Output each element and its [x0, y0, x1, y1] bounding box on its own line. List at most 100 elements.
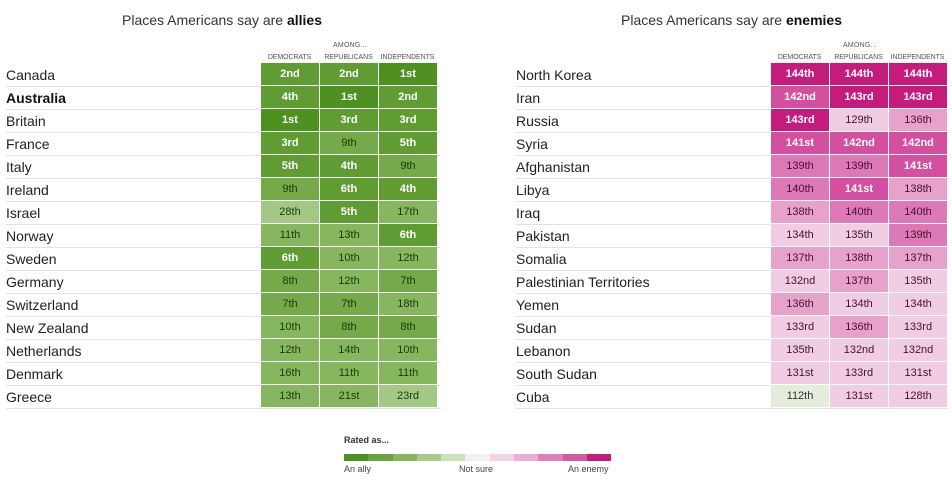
allies-rank-cell: 9th — [260, 178, 319, 200]
legend-swatch — [344, 454, 369, 461]
allies-column-header-independents: INDEPENDENTS — [380, 54, 435, 61]
allies-country-name: Australia — [6, 90, 66, 106]
enemies-group-label: AMONG... — [843, 42, 877, 49]
enemies-rank-cell: 144th — [888, 63, 947, 85]
allies-rank-cell: 21st — [319, 385, 378, 407]
allies-country-name: Israel — [6, 205, 41, 221]
enemies-country-name: Iraq — [516, 205, 541, 221]
legend-swatch — [441, 454, 466, 461]
allies-rank-cell: 11th — [319, 362, 378, 384]
enemies-table-row: Syria 141st 142nd 142nd — [516, 132, 948, 156]
enemies-rank-cell: 112th — [770, 385, 829, 407]
enemies-rank-cell: 143rd — [770, 109, 829, 131]
allies-table-row: Sweden 6th 10th 12th — [6, 247, 441, 271]
allies-rank-cell: 5th — [378, 132, 437, 154]
enemies-table-row: Somalia 137th 138th 137th — [516, 247, 948, 271]
allies-table-row: Netherlands 12th 14th 10th — [6, 339, 441, 363]
allies-rank-cell: 17th — [378, 201, 437, 223]
enemies-rank-cell: 133rd — [829, 362, 888, 384]
allies-table-row: Ireland 9th 6th 4th — [6, 178, 441, 202]
allies-rank-cell: 11th — [260, 224, 319, 246]
enemies-rank-cell: 136th — [888, 109, 947, 131]
enemies-rank-cell: 136th — [770, 293, 829, 315]
allies-rank-cell: 6th — [378, 224, 437, 246]
enemies-rank-cell: 132nd — [770, 270, 829, 292]
allies-rank-cell: 5th — [260, 155, 319, 177]
enemies-table-row: Afghanistan 139th 139th 141st — [516, 155, 948, 179]
enemies-rank-cell: 139th — [888, 224, 947, 246]
enemies-table-row: Pakistan 134th 135th 139th — [516, 224, 948, 248]
enemies-country-name: Russia — [516, 113, 559, 129]
enemies-column-header-democrats: DEMOCRATS — [777, 54, 822, 61]
allies-table-row: Australia 4th 1st 2nd — [6, 86, 441, 110]
allies-rank-cell: 3rd — [319, 109, 378, 131]
enemies-country-name: Libya — [516, 182, 550, 198]
enemies-rank-cell: 141st — [829, 178, 888, 200]
allies-rank-cell: 23rd — [378, 385, 437, 407]
allies-rank-cell: 13th — [260, 385, 319, 407]
enemies-rank-cell: 140th — [888, 201, 947, 223]
enemies-country-name: Pakistan — [516, 228, 570, 244]
allies-rank-cell: 10th — [260, 316, 319, 338]
allies-rank-cell: 10th — [378, 339, 437, 361]
enemies-rank-cell: 140th — [770, 178, 829, 200]
enemies-country-name: Palestinian Territories — [516, 274, 650, 290]
allies-rank-cell: 12th — [319, 270, 378, 292]
enemies-rank-cell: 132nd — [829, 339, 888, 361]
legend-swatch — [416, 454, 442, 461]
allies-rank-cell: 13th — [319, 224, 378, 246]
allies-rank-cell: 4th — [319, 155, 378, 177]
enemies-rank-cell: 137th — [888, 247, 947, 269]
allies-rank-cell: 6th — [260, 247, 319, 269]
allies-table-row: Germany 8th 12th 7th — [6, 270, 441, 294]
enemies-rank-cell: 135th — [829, 224, 888, 246]
allies-rank-cell: 4th — [378, 178, 437, 200]
enemies-country-name: Afghanistan — [516, 159, 590, 175]
allies-rank-cell: 2nd — [260, 63, 319, 85]
enemies-table-row: Sudan 133rd 136th 133rd — [516, 316, 948, 340]
enemies-title: Places Americans say are enemies — [621, 12, 843, 28]
enemies-rank-cell: 133rd — [770, 316, 829, 338]
enemies-table-row: Lebanon 135th 132nd 132nd — [516, 339, 948, 363]
allies-table-row: Italy 5th 4th 9th — [6, 155, 441, 179]
allies-rank-cell: 14th — [319, 339, 378, 361]
allies-table-row: New Zealand 10th 8th 8th — [6, 316, 441, 340]
allies-table-row: Britain 1st 3rd 3rd — [6, 109, 441, 133]
allies-table-row: Greece 13th 21st 23rd — [6, 385, 441, 409]
allies-country-name: Denmark — [6, 366, 63, 382]
legend-unsure-label: Not sure — [459, 464, 494, 474]
enemies-table-row: Iran 142nd 143rd 143rd — [516, 86, 948, 110]
enemies-rank-cell: 131st — [829, 385, 888, 407]
enemies-table-row: South Sudan 131st 133rd 131st — [516, 362, 948, 386]
enemies-rank-cell: 138th — [770, 201, 829, 223]
legend-swatch — [489, 454, 515, 461]
allies-table-row: Canada 2nd 2nd 1st — [6, 63, 441, 87]
enemies-rank-cell: 142nd — [888, 132, 947, 154]
allies-rank-cell: 8th — [378, 316, 437, 338]
enemies-rank-cell: 144th — [770, 63, 829, 85]
allies-column-header-democrats: DEMOCRATS — [267, 54, 312, 61]
enemies-country-name: Iran — [516, 90, 541, 106]
enemies-rank-cell: 143rd — [829, 86, 888, 108]
enemies-rank-cell: 137th — [770, 247, 829, 269]
allies-rank-cell: 7th — [319, 293, 378, 315]
enemies-country-name: Somalia — [516, 251, 567, 267]
allies-rank-cell: 5th — [319, 201, 378, 223]
enemies-column-header-independents: INDEPENDENTS — [890, 54, 945, 61]
enemies-rank-cell: 139th — [770, 155, 829, 177]
allies-country-name: New Zealand — [6, 320, 89, 336]
allies-rank-cell: 6th — [319, 178, 378, 200]
legend-swatch — [586, 454, 612, 461]
allies-country-name: Germany — [6, 274, 64, 290]
allies-country-name: Greece — [6, 389, 52, 405]
enemies-rank-cell: 132nd — [888, 339, 947, 361]
enemies-column-header-republicans: REPUBLICANS — [834, 54, 883, 61]
enemies-rank-cell: 142nd — [770, 86, 829, 108]
allies-table-row: Israel 28th 5th 17th — [6, 201, 441, 225]
allies-rank-cell: 1st — [378, 63, 437, 85]
enemies-rank-cell: 135th — [770, 339, 829, 361]
allies-country-name: Britain — [6, 113, 46, 129]
allies-group-label: AMONG... — [333, 42, 367, 49]
legend-swatch — [538, 454, 563, 461]
legend-ally-label: An ally — [344, 464, 372, 474]
